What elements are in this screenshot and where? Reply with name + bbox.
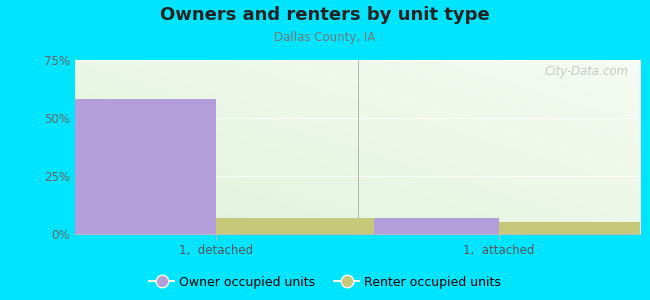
Bar xyxy=(58,99,216,234)
Text: Dallas County, IA: Dallas County, IA xyxy=(274,32,376,44)
Bar xyxy=(499,222,650,234)
Bar xyxy=(216,218,374,234)
Text: Owners and renters by unit type: Owners and renters by unit type xyxy=(160,6,490,24)
Legend: Owner occupied units, Renter occupied units: Owner occupied units, Renter occupied un… xyxy=(144,271,506,294)
Bar xyxy=(341,218,499,234)
Text: City-Data.com: City-Data.com xyxy=(545,65,629,78)
